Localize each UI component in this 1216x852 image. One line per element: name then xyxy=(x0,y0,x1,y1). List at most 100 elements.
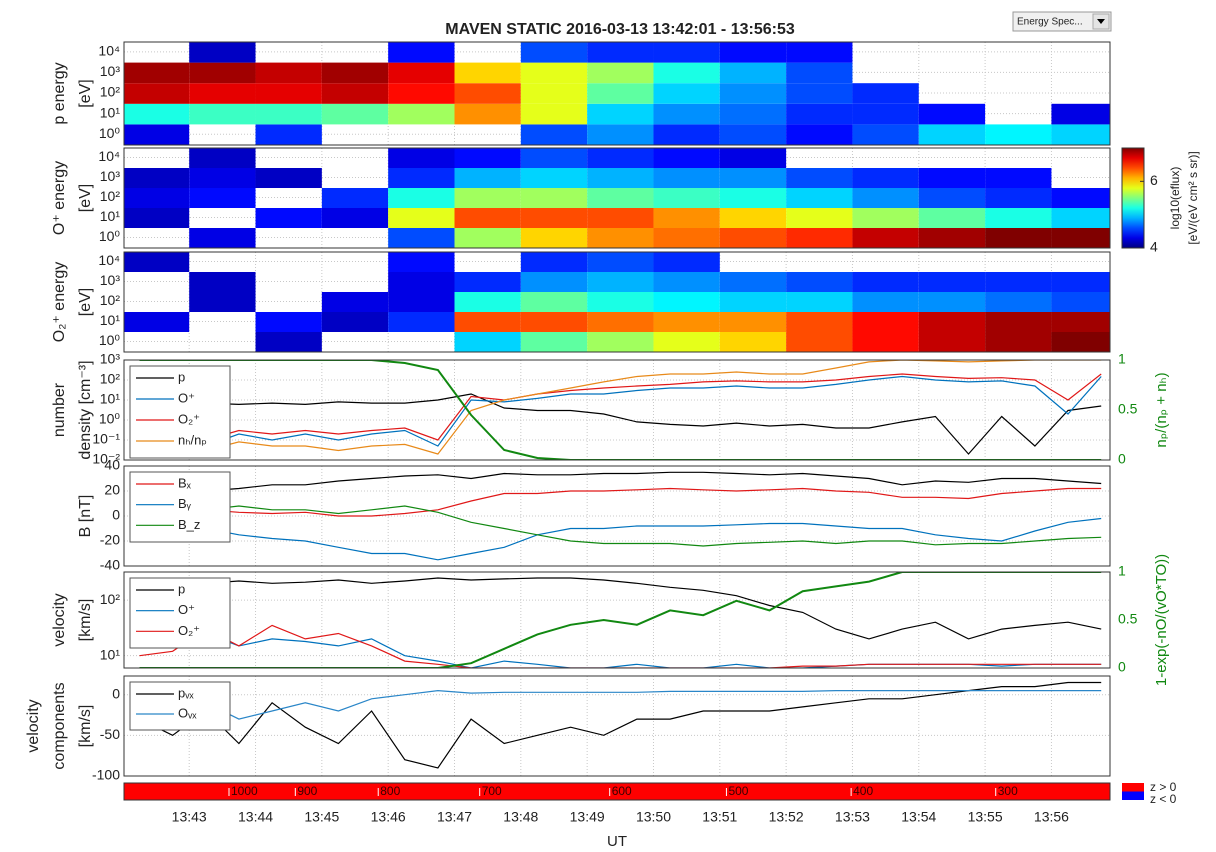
spectrogram-cell xyxy=(520,148,588,168)
y-label: O⁺ energy xyxy=(51,161,68,235)
y-label: B [nT] xyxy=(77,495,94,538)
y-tick-label: 10¹ xyxy=(100,391,121,407)
panel-frame xyxy=(123,359,1111,461)
x-tick-label: 13:46 xyxy=(371,809,406,825)
spectrogram-cell xyxy=(454,228,521,248)
spectrogram-cell xyxy=(786,124,853,145)
colorbar-label: [eV/(eV cm² s sr)] xyxy=(1186,151,1200,244)
spectrogram-cell xyxy=(124,208,190,228)
spectrogram-cell xyxy=(388,292,455,312)
legend-box xyxy=(129,681,231,731)
spectrogram-cell xyxy=(985,228,1052,248)
legend-box xyxy=(129,365,231,459)
spectrogram-cell xyxy=(454,62,521,84)
x-tick-label: 13:49 xyxy=(570,809,605,825)
spectrogram-cell xyxy=(255,168,322,188)
spectrogram-cell xyxy=(852,272,919,292)
spectrogram-cell xyxy=(454,188,521,208)
series-line xyxy=(139,487,1102,517)
y-tick-label: 10⁴ xyxy=(98,148,120,164)
y-label: [eV] xyxy=(77,288,94,316)
spectrogram-cell xyxy=(388,228,455,248)
series-line xyxy=(139,624,1102,668)
dropdown-box[interactable] xyxy=(1012,11,1112,32)
spectrogram-cell xyxy=(653,228,720,248)
spectrogram-cell xyxy=(255,103,322,125)
spectrogram-cell xyxy=(520,272,588,292)
spectrogram-cell xyxy=(124,103,190,125)
y-label: density [cm⁻³] xyxy=(77,360,94,459)
spectrogram-cell xyxy=(719,83,787,104)
panel-frame xyxy=(123,251,1111,353)
spectrogram-cell xyxy=(918,272,986,292)
spectrogram-cell xyxy=(587,103,654,125)
spectrogram-cell xyxy=(1051,124,1110,145)
spectrogram-cell xyxy=(719,103,787,125)
spectrogram-cell xyxy=(653,83,720,104)
spectrogram-cell xyxy=(520,228,588,248)
series-line xyxy=(139,632,1102,668)
spectrogram-cell xyxy=(653,208,720,228)
spectrogram-cell xyxy=(189,148,256,168)
spectrogram-cell xyxy=(1051,332,1110,352)
spectrogram-cell xyxy=(124,188,190,208)
spectrogram-cell xyxy=(321,188,389,208)
spectrogram-cell xyxy=(388,188,455,208)
spectrogram-cell xyxy=(255,312,322,332)
legend-label: p xyxy=(178,369,185,384)
spectrogram-cell xyxy=(719,228,787,248)
spectrogram-cell xyxy=(587,332,654,352)
x-tick-label: 13:48 xyxy=(503,809,538,825)
spectrogram-cell xyxy=(454,312,521,332)
spectrogram-cell xyxy=(520,168,588,188)
spectrogram-cell xyxy=(587,208,654,228)
x-tick-label: 13:51 xyxy=(702,809,737,825)
y2-tick-label: 0 xyxy=(1118,659,1126,675)
dropdown[interactable]: Energy Spec... xyxy=(1012,11,1112,32)
spectrogram-cell xyxy=(124,252,190,272)
orbit-label: 900 xyxy=(297,784,317,798)
spectrogram-cell xyxy=(852,332,919,352)
panel-frame xyxy=(123,41,1111,146)
spectrogram-cell xyxy=(587,188,654,208)
spectrogram-cell xyxy=(388,252,455,272)
plot-area xyxy=(124,252,1110,352)
x-tick-label: 13:56 xyxy=(1034,809,1069,825)
spectrogram-cell xyxy=(454,272,521,292)
spectrogram-cell xyxy=(520,62,588,84)
y-label: velocity xyxy=(51,593,68,646)
x-label: UT xyxy=(607,833,627,850)
spectrogram-cell xyxy=(719,332,787,352)
y-label: number xyxy=(51,382,68,437)
plot-area xyxy=(124,42,1110,145)
spectrogram-cell xyxy=(189,272,256,292)
spectrogram-cell xyxy=(653,168,720,188)
y-tick-label: 10⁰ xyxy=(99,411,121,427)
spectrogram-cell xyxy=(388,103,455,125)
y-label: O₂⁺ energy xyxy=(51,262,68,342)
dropdown-text[interactable]: Energy Spec... xyxy=(1017,17,1083,28)
spectrogram-cell xyxy=(520,312,588,332)
spectrogram-cell xyxy=(321,292,389,312)
y2-tick-label: 1 xyxy=(1118,351,1126,367)
x-tick-label: 13:50 xyxy=(636,809,671,825)
spectrogram-cell xyxy=(124,62,190,84)
x-tick-label: 13:44 xyxy=(238,809,273,825)
spectrogram-cell xyxy=(321,62,389,84)
spectrogram-cell xyxy=(852,228,919,248)
legend-label: B_z xyxy=(178,517,200,532)
spectrogram-cell xyxy=(587,292,654,312)
y-tick-label: 10⁰ xyxy=(99,228,121,244)
spectrogram-cell xyxy=(587,252,654,272)
spectrogram-cell xyxy=(388,272,455,292)
spectrogram-cell xyxy=(918,188,986,208)
y-tick-label: 0 xyxy=(112,507,120,523)
spectrogram-cell xyxy=(852,83,919,104)
spectrogram-cell xyxy=(653,188,720,208)
spectrogram-cell xyxy=(719,208,787,228)
spectrogram-cell xyxy=(786,188,853,208)
orbit-label: 700 xyxy=(482,784,502,798)
spectrogram-cell xyxy=(587,83,654,104)
y-label: [km/s] xyxy=(77,599,94,642)
colorbar-tick-label: 6 xyxy=(1150,172,1158,188)
